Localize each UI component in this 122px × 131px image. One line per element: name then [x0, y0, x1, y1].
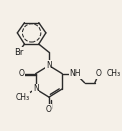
Text: CH₃: CH₃ — [15, 93, 30, 102]
Text: N: N — [33, 84, 39, 93]
Text: Br: Br — [14, 48, 23, 57]
Text: O: O — [18, 69, 24, 78]
Text: O: O — [46, 105, 52, 114]
Text: NH: NH — [70, 69, 81, 78]
Text: O: O — [96, 69, 102, 78]
Text: CH₃: CH₃ — [107, 69, 121, 78]
Text: N: N — [46, 61, 52, 70]
